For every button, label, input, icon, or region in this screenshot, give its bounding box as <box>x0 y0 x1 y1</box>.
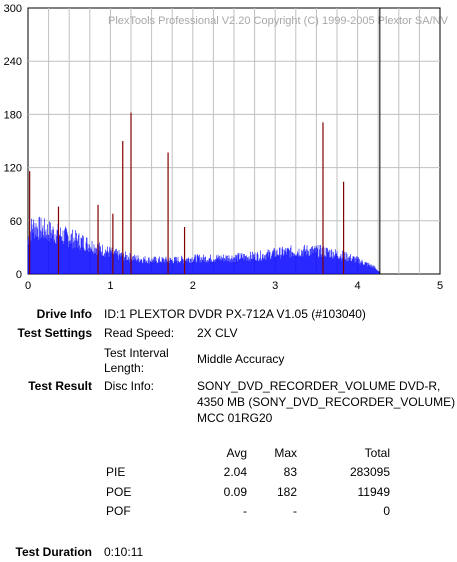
x-tick-label: 3 <box>272 280 278 292</box>
x-tick-label: 4 <box>355 280 361 292</box>
pie-series <box>27 216 380 274</box>
test-result-label: Test Result <box>28 379 92 393</box>
y-tick-label: 60 <box>10 216 22 228</box>
test-interval-label-line1: Test Interval <box>104 346 169 360</box>
row-name: PIE <box>106 465 126 479</box>
x-tick-label: 0 <box>25 280 31 292</box>
drive-info-value: ID:1 PLEXTOR DVDR PX-712A V1.05 (#103040… <box>104 307 366 321</box>
grid <box>28 8 440 274</box>
y-tick-label: 180 <box>4 109 22 121</box>
row-total: 0 <box>383 504 390 518</box>
test-interval-label-line2: Length: <box>104 361 145 375</box>
col-header-avg: Avg <box>226 446 247 460</box>
read-speed-label: Read Speed: <box>104 326 175 340</box>
row-name: POF <box>106 504 131 518</box>
read-speed-value: 2X CLV <box>197 326 238 340</box>
pie-poe-chart: PlexTools Professional V2.20 Copyright (… <box>4 3 449 292</box>
y-axis-tick-labels: 0 60 120 180 240 300 <box>4 3 22 281</box>
disc-info-line: SONY_DVD_RECORDER_VOLUME DVD-R, <box>197 379 441 393</box>
y-tick-label: 300 <box>4 3 22 15</box>
row-total: 11949 <box>357 485 390 499</box>
disc-info-line: 4350 MB (SONY_DVD_RECORDER_VOLUME) <box>197 395 456 409</box>
y-tick-label: 240 <box>4 56 22 68</box>
test-duration-value: 0:10:11 <box>104 545 144 559</box>
y-tick-label: 0 <box>16 269 22 281</box>
row-max: 83 <box>283 465 297 479</box>
test-settings-label: Test Settings <box>17 326 92 340</box>
row-avg: - <box>243 504 247 518</box>
y-tick-label: 120 <box>4 163 22 175</box>
col-header-total: Total <box>364 446 390 460</box>
row-avg: 0.09 <box>223 485 247 499</box>
drive-info-label: Drive Info <box>36 307 92 321</box>
disc-info-label: Disc Info: <box>104 379 155 393</box>
row-avg: 2.04 <box>223 465 247 479</box>
col-header-max: Max <box>274 446 297 460</box>
watermark: PlexTools Professional V2.20 Copyright (… <box>108 15 449 27</box>
row-name: POE <box>106 485 132 499</box>
x-tick-label: 5 <box>437 280 443 292</box>
row-total: 283095 <box>349 465 390 479</box>
x-axis-tick-labels: 0 1 2 3 4 5 <box>25 280 443 292</box>
poe-series <box>29 112 345 274</box>
row-max: 182 <box>276 485 297 499</box>
x-tick-label: 1 <box>107 280 113 292</box>
row-max: - <box>293 504 297 518</box>
test-duration-label: Test Duration <box>15 545 92 559</box>
x-tick-label: 2 <box>190 280 196 292</box>
test-interval-value: Middle Accuracy <box>197 352 285 366</box>
disc-info-line: MCC 01RG20 <box>197 411 273 425</box>
